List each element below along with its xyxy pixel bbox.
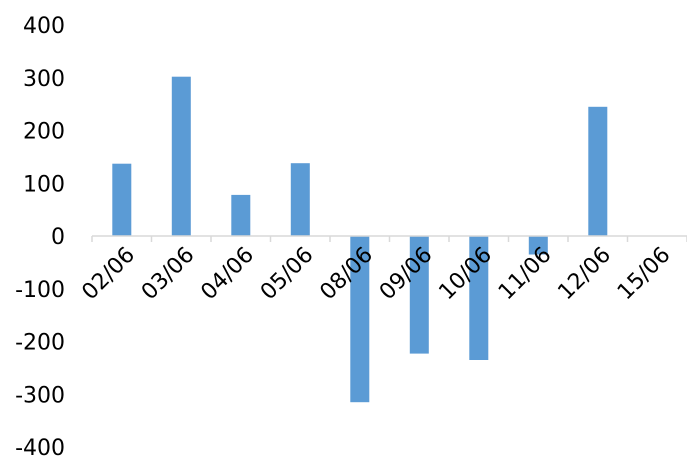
y-axis-tick-labels: 400 300 200 100 0 -100 -200 -300 -400 [15, 14, 65, 457]
bar-09-06 [409, 236, 429, 354]
y-tick-label: 400 [23, 14, 65, 39]
x-tick-label: 04/06 [196, 243, 259, 306]
bar-04-06 [231, 194, 251, 236]
y-tick-label: 200 [23, 120, 65, 145]
x-tick-label: 12/06 [553, 243, 616, 306]
bar-12-06 [588, 106, 608, 236]
x-axis-tick-labels: 02/0603/0604/0605/0608/0609/0610/0611/06… [77, 243, 675, 306]
bar-03-06 [171, 76, 191, 236]
y-tick-label: 0 [51, 225, 65, 250]
x-tick-label: 02/06 [77, 243, 140, 306]
bar-05-06 [290, 163, 310, 236]
x-tick-label: 03/06 [137, 243, 200, 306]
x-tick-label: 15/06 [613, 243, 676, 306]
bar-02-06 [112, 163, 132, 236]
y-tick-label: -400 [15, 436, 65, 457]
x-axis [91, 235, 687, 242]
y-tick-label: 300 [23, 67, 65, 92]
y-tick-label: 100 [23, 172, 65, 197]
bar-08-06 [350, 236, 370, 403]
y-tick-label: -100 [15, 278, 65, 303]
x-tick-label: 05/06 [256, 243, 319, 306]
bars [112, 76, 608, 403]
y-tick-label: -200 [15, 331, 65, 356]
bar-11-06 [528, 236, 548, 255]
x-tick-label: 11/06 [494, 243, 557, 306]
bar-10-06 [469, 236, 489, 360]
y-tick-label: -300 [15, 383, 65, 408]
